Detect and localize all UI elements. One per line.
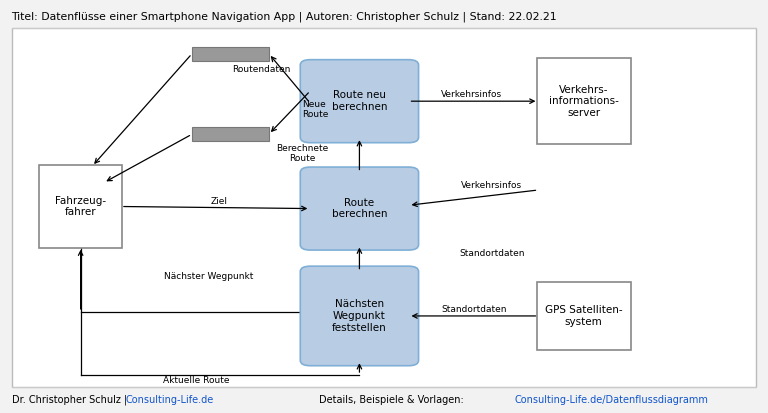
Text: Aktuelle Route: Aktuelle Route xyxy=(163,376,229,385)
Bar xyxy=(192,47,269,60)
Bar xyxy=(192,127,269,141)
Text: Standortdaten: Standortdaten xyxy=(459,249,525,259)
Text: Routendaten: Routendaten xyxy=(232,65,290,74)
Text: Standortdaten: Standortdaten xyxy=(441,305,507,314)
Text: Titel: Datenflüsse einer Smartphone Navigation App | Autoren: Christopher Schulz: Titel: Datenflüsse einer Smartphone Navi… xyxy=(12,11,557,22)
FancyBboxPatch shape xyxy=(38,166,123,247)
Text: Fahrzeug-
fahrer: Fahrzeug- fahrer xyxy=(55,196,106,217)
Text: Nächster Wegpunkt: Nächster Wegpunkt xyxy=(164,272,253,281)
Text: Nächsten
Wegpunkt
feststellen: Nächsten Wegpunkt feststellen xyxy=(332,299,387,332)
Text: GPS Satelliten-
system: GPS Satelliten- system xyxy=(545,305,623,327)
Text: Verkehrs-
informations-
server: Verkehrs- informations- server xyxy=(549,85,618,118)
FancyBboxPatch shape xyxy=(300,60,419,143)
FancyBboxPatch shape xyxy=(537,282,631,350)
Text: Verkehrsinfos: Verkehrsinfos xyxy=(441,90,502,100)
Text: Consulting-Life.de/Datenflussdiagramm: Consulting-Life.de/Datenflussdiagramm xyxy=(515,395,708,405)
Text: Verkehrsinfos: Verkehrsinfos xyxy=(461,181,522,190)
FancyBboxPatch shape xyxy=(300,266,419,366)
Text: Details, Beispiele & Vorlagen:: Details, Beispiele & Vorlagen: xyxy=(319,395,467,405)
FancyBboxPatch shape xyxy=(12,28,756,387)
Text: Route
berechnen: Route berechnen xyxy=(332,198,387,219)
Text: Route neu
berechnen: Route neu berechnen xyxy=(332,90,387,112)
Text: Berechnete
Route: Berechnete Route xyxy=(276,144,328,163)
FancyBboxPatch shape xyxy=(300,167,419,250)
Text: Consulting-Life.de: Consulting-Life.de xyxy=(125,395,214,405)
Text: Ziel: Ziel xyxy=(210,197,227,206)
Text: Dr. Christopher Schulz |: Dr. Christopher Schulz | xyxy=(12,394,130,405)
Text: Neue
Route: Neue Route xyxy=(302,100,328,119)
FancyBboxPatch shape xyxy=(537,58,631,145)
